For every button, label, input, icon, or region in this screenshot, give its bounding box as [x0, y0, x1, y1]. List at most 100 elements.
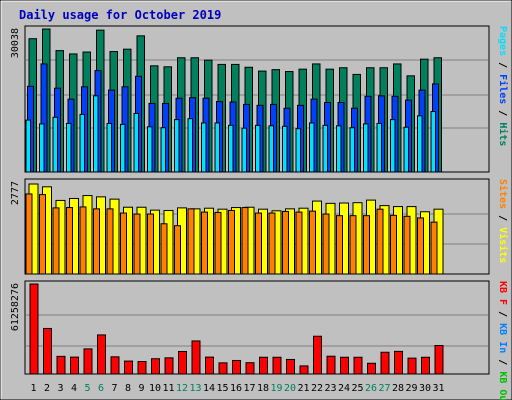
bar-sites-day-15 — [214, 211, 222, 275]
bar-kb-f-day-20 — [286, 358, 295, 375]
bar-kb-f-day-26 — [367, 362, 376, 375]
bar-pages-day-3 — [52, 116, 58, 173]
bar-kb-f-day-24 — [340, 356, 349, 375]
bar-kb-f-day-7 — [110, 356, 120, 375]
bar-sites-day-17 — [241, 207, 249, 275]
bar-pages-day-15 — [214, 122, 220, 173]
day-label-24: 24 — [338, 383, 350, 394]
bar-pages-day-19 — [268, 125, 274, 173]
bar-kb-f-day-9 — [137, 361, 147, 375]
day-label-30: 30 — [419, 383, 431, 394]
bar-sites-day-20 — [282, 210, 289, 275]
bar-kb-f-day-25 — [353, 356, 363, 375]
bar-sites-day-2 — [39, 194, 46, 275]
bar-pages-day-7 — [106, 122, 112, 173]
bar-pages-day-30 — [417, 115, 423, 173]
day-label-14: 14 — [203, 383, 215, 394]
bar-sites-day-22 — [309, 210, 316, 275]
day-label-13: 13 — [189, 383, 201, 394]
legend: Pages / Files / Hits — [497, 26, 509, 146]
bar-pages-day-26 — [363, 123, 369, 173]
bar-sites-day-13 — [187, 208, 195, 275]
legend: Sites / Visits — [497, 179, 509, 263]
day-label-15: 15 — [216, 383, 228, 394]
bar-sites-day-10 — [147, 213, 154, 275]
bar-sites-day-12 — [174, 225, 181, 275]
legend-part: / — [497, 353, 508, 365]
day-label-16: 16 — [230, 383, 242, 394]
kb-panel-frame — [24, 280, 490, 375]
day-label-23: 23 — [324, 383, 336, 394]
bar-kb-f-day-15 — [218, 362, 228, 375]
legend-part: / — [497, 305, 508, 317]
hits-files-pages-panel: 30038 Pages / Files / Hits — [10, 25, 509, 173]
bar-pages-day-18 — [255, 124, 261, 173]
bar-pages-day-2 — [39, 123, 45, 173]
day-label-4: 4 — [71, 383, 77, 394]
bar-pages-day-16 — [228, 124, 234, 173]
bar-kb-f-day-5 — [83, 348, 93, 375]
day-label-10: 10 — [149, 383, 161, 394]
bar-pages-day-6 — [93, 95, 99, 173]
legend-part: Hits — [497, 116, 509, 146]
bar-sites-day-1 — [25, 193, 33, 275]
bar-pages-day-22 — [309, 122, 315, 173]
bar-pages-day-31 — [430, 111, 436, 173]
bar-sites-day-6 — [93, 208, 100, 275]
bar-pages-day-11 — [160, 127, 166, 173]
bar-sites-day-7 — [106, 208, 114, 275]
day-label-31: 31 — [432, 383, 444, 394]
bar-kb-f-day-18 — [259, 356, 268, 375]
bar-kb-f-day-12 — [178, 351, 187, 375]
chart-title: Daily usage for October 2019 — [19, 8, 221, 22]
bar-kb-f-day-16 — [232, 359, 241, 375]
bar-pages-day-20 — [282, 125, 288, 173]
bar-kb-f-day-29 — [407, 357, 417, 375]
day-label-6: 6 — [98, 383, 104, 394]
bar-pages-day-28 — [390, 119, 396, 173]
legend-part: Files — [497, 68, 509, 104]
day-label-25: 25 — [351, 383, 363, 394]
bar-sites-day-24 — [336, 215, 343, 275]
legend-part: / — [497, 104, 508, 116]
bar-sites-day-23 — [322, 213, 330, 275]
bar-sites-day-14 — [201, 211, 208, 275]
bar-pages-day-5 — [79, 113, 85, 173]
bar-pages-day-14 — [201, 122, 207, 173]
bar-pages-day-8 — [120, 123, 126, 173]
bar-pages-day-21 — [295, 128, 301, 173]
bar-kb-f-day-4 — [70, 356, 79, 375]
day-label-2: 2 — [44, 383, 50, 394]
bar-sites-day-16 — [228, 209, 235, 275]
bar-sites-day-3 — [52, 207, 60, 275]
bar-pages-day-10 — [147, 126, 153, 173]
bar-sites-day-21 — [295, 211, 303, 275]
day-label-5: 5 — [84, 383, 90, 394]
day-labels: 1 2 3 4 5 6 7 8 9 10 11 12 13 14 15 16 17 18 19 20 21 22 23 24 2… — [30, 383, 444, 394]
day-label-1: 1 — [30, 383, 36, 394]
bar-sites-day-11 — [160, 223, 168, 275]
legend-part: KB F — [497, 281, 508, 305]
day-label-20: 20 — [284, 383, 296, 394]
bar-kb-f-day-28 — [394, 350, 403, 375]
bar-sites-day-4 — [66, 207, 73, 275]
bar-kb-f-day-30 — [421, 356, 430, 375]
bar-pages-day-1 — [25, 119, 31, 173]
bar-sites-day-29 — [403, 215, 411, 275]
max-label: 2777 — [10, 181, 21, 205]
legend-part: Visits — [497, 221, 509, 263]
bar-sites-day-31 — [430, 221, 438, 275]
legend: KB F / KB In / KB Out — [497, 281, 508, 400]
day-label-3: 3 — [57, 383, 63, 394]
bar-kb-f-day-8 — [124, 360, 133, 375]
day-label-22: 22 — [311, 383, 323, 394]
bar-kb-f-day-17 — [245, 362, 255, 375]
day-label-19: 19 — [270, 383, 282, 394]
day-label-29: 29 — [405, 383, 417, 394]
bar-sites-day-5 — [79, 206, 87, 275]
visits-sites-panel: 2777 Sites / Visits — [10, 178, 509, 275]
bar-pages-day-12 — [174, 119, 180, 173]
day-label-26: 26 — [365, 383, 377, 394]
bar-kb-f-day-2 — [43, 327, 52, 375]
